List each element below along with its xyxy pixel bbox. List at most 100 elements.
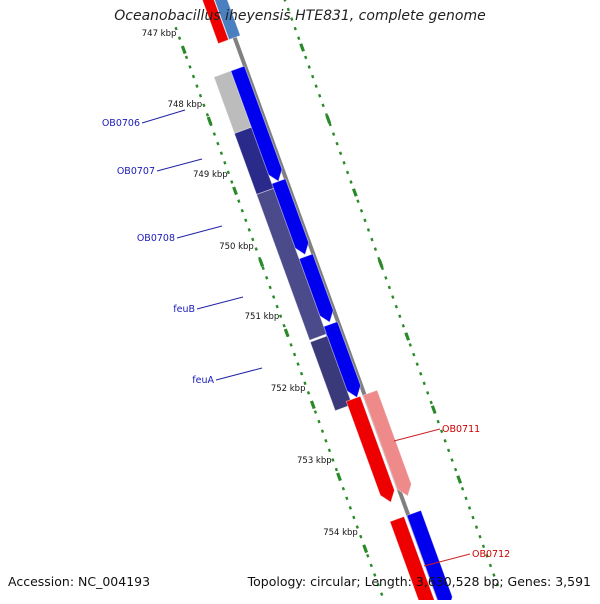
gene-feature-partial[interactable] bbox=[209, 0, 241, 41]
right-track-dot bbox=[453, 467, 458, 472]
left-track-dot bbox=[373, 573, 377, 577]
right-track-dot bbox=[481, 544, 486, 549]
right-track-dot bbox=[450, 458, 454, 462]
scale-tick bbox=[377, 259, 384, 268]
gene-label[interactable]: OB0712 bbox=[472, 549, 510, 560]
left-track-dot bbox=[376, 582, 380, 587]
genome-title: Oceanobacillus iheyensis HTE831, complet… bbox=[114, 8, 486, 24]
left-track-dot bbox=[299, 371, 304, 376]
right-track-dot bbox=[436, 419, 440, 424]
scale-tick bbox=[351, 188, 358, 197]
left-track-dot bbox=[212, 132, 217, 136]
gene-feature[interactable] bbox=[298, 253, 334, 323]
right-track-dot bbox=[304, 55, 308, 60]
left-track-dot bbox=[282, 323, 286, 328]
gene-label[interactable]: OB0708 bbox=[137, 233, 175, 244]
left-track-dot bbox=[331, 458, 335, 462]
right-track-dot bbox=[394, 304, 398, 309]
left-track-dot bbox=[223, 160, 227, 165]
right-track-dot bbox=[314, 84, 318, 88]
right-track-dot bbox=[440, 429, 444, 434]
scale-tick bbox=[325, 115, 332, 124]
left-track-dot bbox=[240, 208, 244, 213]
gene-feature[interactable] bbox=[345, 395, 395, 503]
right-track-dot bbox=[321, 103, 325, 108]
scale-tick bbox=[309, 400, 316, 410]
scale-label: 752 kbp bbox=[271, 384, 306, 394]
right-track-dot bbox=[429, 400, 433, 405]
gene-label[interactable]: OB0706 bbox=[102, 118, 140, 129]
gene-feature-partial[interactable] bbox=[198, 0, 230, 45]
right-track-dot bbox=[373, 247, 378, 251]
right-track-dot bbox=[290, 17, 294, 21]
left-track-dot bbox=[188, 65, 192, 69]
scale-tick bbox=[456, 475, 463, 484]
right-track-dot bbox=[384, 276, 388, 280]
gene-feature[interactable] bbox=[362, 389, 412, 497]
left-track-dot bbox=[202, 103, 206, 108]
topology-info: Topology: circular; Length: 3,630,528 bp… bbox=[247, 574, 591, 589]
left-track-dot bbox=[198, 93, 203, 98]
left-track-dot bbox=[324, 438, 328, 443]
right-track-dot bbox=[377, 256, 381, 261]
scale-tick bbox=[232, 186, 238, 196]
gene-feature[interactable] bbox=[270, 178, 310, 256]
left-track-dot bbox=[226, 170, 230, 175]
scale-label: 750 kbp bbox=[219, 242, 254, 252]
left-track-dot bbox=[292, 352, 297, 357]
right-track-dot bbox=[335, 141, 339, 146]
left-track-dot bbox=[345, 496, 349, 501]
scale-label: 751 kbp bbox=[245, 312, 280, 322]
gene-label[interactable]: OB0711 bbox=[442, 424, 480, 435]
accession-label: Accession: NC_004193 bbox=[8, 574, 151, 589]
gene-feature[interactable] bbox=[322, 321, 362, 399]
right-track-dot bbox=[286, 7, 290, 12]
left-track-dot bbox=[289, 343, 293, 347]
gene-label-leader bbox=[215, 367, 263, 381]
scale-tick bbox=[336, 472, 342, 482]
right-track-dot bbox=[474, 525, 479, 529]
right-track-dot bbox=[478, 534, 482, 539]
right-track-dot bbox=[387, 285, 392, 290]
left-track-dot bbox=[275, 304, 279, 309]
scale-tick bbox=[299, 43, 305, 52]
left-track-dot bbox=[303, 381, 307, 386]
gene-feature[interactable] bbox=[406, 509, 453, 604]
left-track-dot bbox=[327, 448, 332, 453]
scale-label: 753 kbp bbox=[297, 456, 332, 466]
right-track-dot bbox=[311, 74, 315, 79]
right-track-dot bbox=[467, 506, 472, 510]
gene-label-leader bbox=[141, 109, 186, 124]
cds-segment[interactable] bbox=[256, 187, 328, 341]
scale-label: 747 kbp bbox=[142, 29, 177, 39]
scale-tick bbox=[430, 405, 437, 414]
left-track-dot bbox=[205, 113, 210, 117]
right-track-dot bbox=[426, 391, 430, 395]
gene-label[interactable]: OB0707 bbox=[117, 166, 155, 177]
right-track-dot bbox=[370, 237, 374, 242]
gene-label[interactable]: feuB bbox=[173, 304, 195, 315]
gene-feature[interactable] bbox=[229, 65, 283, 182]
left-track-dot bbox=[296, 362, 300, 366]
right-track-dot bbox=[297, 36, 301, 41]
gene-feature[interactable] bbox=[389, 516, 436, 604]
gene-label-leader bbox=[176, 225, 223, 239]
left-track-dot bbox=[195, 84, 199, 88]
left-track-dot bbox=[219, 151, 224, 156]
right-track-dot bbox=[419, 371, 423, 376]
right-track-dot bbox=[359, 208, 364, 213]
cds-segment[interactable] bbox=[309, 335, 353, 412]
left-track-dot bbox=[355, 525, 359, 529]
left-track-dot bbox=[313, 410, 318, 414]
left-track-dot bbox=[352, 515, 356, 520]
scale-tick bbox=[258, 258, 265, 268]
scale-tick bbox=[362, 544, 369, 554]
right-track-dot bbox=[380, 266, 385, 271]
gene-label[interactable]: feuA bbox=[192, 375, 214, 386]
left-track-dot bbox=[278, 314, 283, 318]
left-track-dot bbox=[268, 285, 272, 290]
right-track-dot bbox=[307, 65, 311, 69]
left-track-dot bbox=[184, 55, 189, 60]
